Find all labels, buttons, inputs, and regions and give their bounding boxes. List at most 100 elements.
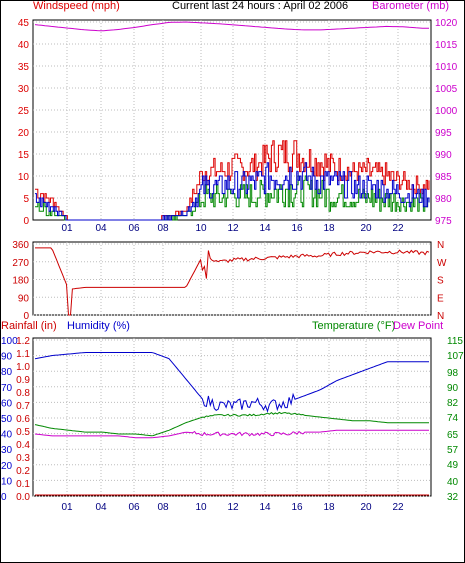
temperature-tick-label: 65 bbox=[447, 430, 459, 441]
wind-direction-series bbox=[35, 247, 430, 316]
humidity-tick-label: 30 bbox=[1, 445, 13, 456]
wind-tick-label: 0 bbox=[23, 216, 29, 227]
barometer-tick-label: 990 bbox=[435, 150, 452, 161]
humidity-label: Humidity (%) bbox=[67, 320, 130, 332]
wind-tick-label: 10 bbox=[18, 172, 30, 183]
humidity-tick-label: 0 bbox=[1, 492, 7, 503]
rain-tick-label: 0.9 bbox=[16, 375, 30, 386]
wind-tick-label: 40 bbox=[18, 40, 30, 51]
humidity-tick-label: 20 bbox=[1, 461, 13, 472]
temperature-tick-label: 115 bbox=[447, 336, 463, 347]
compass-tick-label: N bbox=[437, 240, 444, 251]
x-tick-label-1: 20 bbox=[360, 223, 372, 234]
x-tick-label-3: 10 bbox=[195, 502, 207, 513]
humidity-tick-label: 10 bbox=[1, 476, 13, 487]
x-tick-label-3: 22 bbox=[392, 502, 404, 513]
wind-tick-label: 25 bbox=[18, 106, 30, 117]
x-tick-label-3: 14 bbox=[259, 502, 271, 513]
wind-tick-label: 35 bbox=[18, 62, 30, 73]
x-tick-label-1: 08 bbox=[157, 223, 169, 234]
x-tick-label-3: 01 bbox=[61, 502, 73, 513]
rain-tick-label: 1.2 bbox=[16, 336, 30, 347]
barometer-tick-label: 1020 bbox=[435, 18, 458, 29]
windspeed-title: Windspeed (mph) bbox=[33, 0, 120, 12]
barometer-tick-label: 985 bbox=[435, 172, 452, 183]
barometer-tick-label: 975 bbox=[435, 216, 452, 227]
rain-tick-label: 0.6 bbox=[16, 414, 30, 425]
barometer-tick-label: 1015 bbox=[435, 40, 458, 51]
temperature-tick-label: 107 bbox=[447, 351, 464, 362]
rain-tick-label: 1.0 bbox=[16, 362, 30, 373]
x-tick-label-3: 08 bbox=[157, 502, 169, 513]
humidity-tick-label: 50 bbox=[1, 414, 13, 425]
rain-tick-label: 0.7 bbox=[16, 401, 30, 412]
humidity-series bbox=[34, 352, 429, 413]
dewpoint-series bbox=[34, 429, 429, 439]
barometer-tick-label: 980 bbox=[435, 194, 452, 205]
compass-tick-label: E bbox=[437, 293, 444, 304]
temperature-tick-label: 82 bbox=[447, 398, 459, 409]
direction-tick-label: 90 bbox=[18, 293, 30, 304]
compass-tick-label: N bbox=[437, 311, 444, 322]
barometer-tick-label: 1005 bbox=[435, 84, 458, 95]
humidity-tick-label: 60 bbox=[1, 398, 13, 409]
wind-tick-label: 15 bbox=[18, 150, 30, 161]
x-tick-label-3: 18 bbox=[323, 502, 335, 513]
rain-tick-label: 0.1 bbox=[16, 479, 30, 490]
rainfall-label: Rainfall (in) bbox=[1, 320, 57, 332]
windspeed-avg-series bbox=[35, 162, 430, 221]
chart-title: Current last 24 hours : April 02 2006 bbox=[172, 0, 348, 12]
direction-tick-label: 180 bbox=[12, 276, 29, 287]
temperature-tick-label: 32 bbox=[447, 492, 459, 503]
x-tick-label-1: 14 bbox=[259, 223, 271, 234]
temperature-tick-label: 40 bbox=[447, 477, 459, 488]
barometer-tick-label: 995 bbox=[435, 128, 452, 139]
rain-tick-label: 0.2 bbox=[16, 466, 30, 477]
x-tick-label-1: 01 bbox=[61, 223, 73, 234]
rain-tick-label: 0.3 bbox=[16, 453, 30, 464]
barometer-tick-label: 1010 bbox=[435, 62, 458, 73]
direction-tick-label: 270 bbox=[12, 258, 29, 269]
rain-tick-label: 0.0 bbox=[16, 492, 30, 503]
barometer-series bbox=[34, 21, 429, 32]
temperature-tick-label: 90 bbox=[447, 383, 459, 394]
temperature-tick-label: 98 bbox=[447, 368, 459, 379]
x-tick-label-1: 16 bbox=[291, 223, 303, 234]
rain-tick-label: 0.8 bbox=[16, 388, 30, 399]
x-tick-label-3: 12 bbox=[227, 502, 239, 513]
temperature-series bbox=[34, 411, 429, 437]
rain-tick-label: 0.5 bbox=[16, 427, 30, 438]
temperature-tick-label: 49 bbox=[447, 460, 459, 471]
compass-tick-label: S bbox=[437, 276, 444, 287]
x-tick-label-3: 06 bbox=[128, 502, 140, 513]
rain-tick-label: 0.4 bbox=[16, 440, 30, 451]
x-tick-label-3: 20 bbox=[360, 502, 372, 513]
wind-tick-label: 30 bbox=[18, 84, 30, 95]
temperature-label: Temperature (°F) bbox=[312, 320, 395, 332]
humidity-tick-label: 100 bbox=[1, 336, 18, 347]
barometer-title: Barometer (mb) bbox=[372, 0, 449, 12]
direction-tick-label: 360 bbox=[12, 240, 29, 251]
direction-tick-label: 0 bbox=[23, 311, 29, 322]
x-tick-label-3: 04 bbox=[95, 502, 107, 513]
humidity-tick-label: 80 bbox=[1, 367, 13, 378]
compass-tick-label: W bbox=[437, 258, 447, 269]
wind-tick-label: 20 bbox=[18, 128, 30, 139]
plot-area-3 bbox=[32, 337, 432, 497]
barometer-tick-label: 1000 bbox=[435, 106, 458, 117]
humidity-tick-label: 90 bbox=[1, 352, 13, 363]
x-tick-label-1: 10 bbox=[195, 223, 207, 234]
temperature-tick-label: 57 bbox=[447, 445, 459, 456]
humidity-tick-label: 70 bbox=[1, 383, 13, 394]
x-tick-label-1: 12 bbox=[227, 223, 239, 234]
rain-tick-label: 1.1 bbox=[16, 349, 30, 360]
humidity-tick-label: 40 bbox=[1, 430, 13, 441]
wind-tick-label: 5 bbox=[23, 194, 29, 205]
temperature-tick-label: 74 bbox=[447, 413, 459, 424]
wind-tick-label: 45 bbox=[18, 18, 30, 29]
x-tick-label-3: 16 bbox=[291, 502, 303, 513]
dewpoint-label: Dew Point bbox=[393, 320, 443, 332]
x-tick-label-1: 04 bbox=[95, 223, 107, 234]
x-tick-label-1: 18 bbox=[323, 223, 335, 234]
